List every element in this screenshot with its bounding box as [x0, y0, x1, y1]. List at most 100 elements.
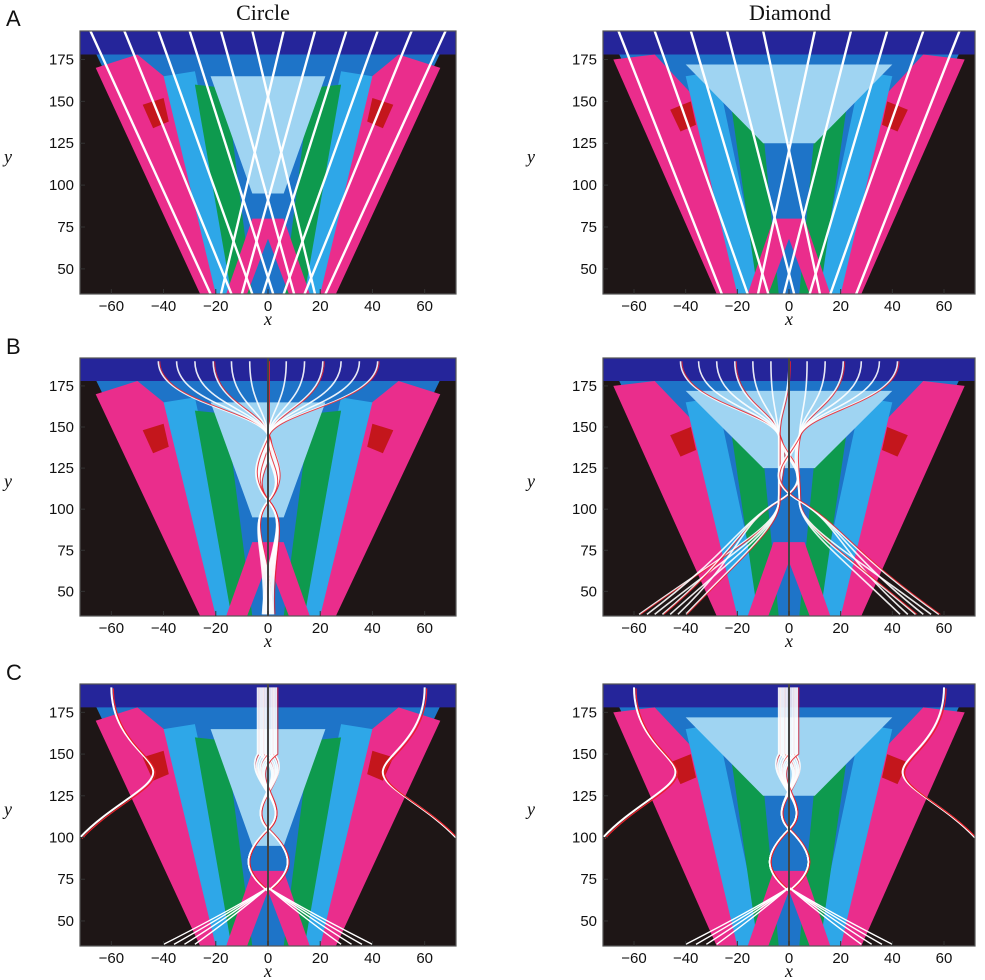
- row-label-c: C: [6, 660, 22, 685]
- y-tick-label: 175: [49, 704, 74, 721]
- region-red-right: [367, 423, 394, 454]
- region-green-left: [727, 729, 779, 946]
- region-green-left: [194, 410, 253, 616]
- x-tick-label: 20: [312, 950, 329, 967]
- trajectory-curve-red: [779, 361, 941, 615]
- x-tick-label: 40: [364, 298, 381, 315]
- x-axis-label: x: [784, 309, 793, 329]
- x-tick-label: 20: [312, 620, 329, 637]
- y-tick-label: 50: [580, 261, 597, 278]
- x-tick-label: 60: [936, 620, 953, 637]
- region-red-left: [670, 101, 696, 132]
- x-axis-label: x: [263, 631, 272, 651]
- region-pale-blue: [210, 76, 326, 194]
- x-tick-label: −60: [621, 298, 646, 315]
- region-red-right: [882, 101, 908, 132]
- column-title-circle: Circle: [236, 0, 290, 25]
- region-lightblue-right: [814, 71, 893, 294]
- y-tick-label: 125: [572, 788, 597, 805]
- trajectory-curve: [259, 687, 289, 892]
- trajectory-curve: [777, 361, 940, 616]
- y-tick-label: 100: [49, 501, 74, 518]
- region-green-right: [799, 729, 851, 946]
- y-tick-label: 125: [49, 135, 74, 152]
- y-tick-label: 100: [572, 830, 597, 847]
- y-axis-label: y: [2, 147, 12, 167]
- panel-c-circle: −60 −40 −20 0 20 40 60 50 75 100 125 150 175 x y: [2, 683, 457, 980]
- trajectory-ray: [761, 31, 822, 294]
- x-tick-label: −20: [203, 950, 228, 967]
- x-tick-label: −20: [203, 620, 228, 637]
- region-pink-center: [747, 870, 831, 946]
- y-tick-label: 50: [580, 913, 597, 930]
- x-tick-label: 0: [264, 298, 272, 315]
- region-pink-left: [613, 381, 753, 616]
- panel-b-diamond-plot-area: [603, 358, 975, 616]
- y-axis-label: y: [2, 799, 12, 819]
- region-pink-right: [304, 381, 441, 616]
- x-tick-label: 60: [416, 620, 433, 637]
- trajectory-curve-red: [797, 361, 918, 615]
- region-red-right: [367, 98, 394, 129]
- trajectory-ray: [855, 31, 961, 294]
- y-tick-label: 100: [572, 501, 597, 518]
- y-tick-label: 175: [572, 704, 597, 721]
- x-tick-label: 0: [264, 620, 272, 637]
- region-red-right: [882, 427, 908, 457]
- y-axis-label: y: [525, 147, 535, 167]
- trajectory-lower: [267, 886, 373, 945]
- y-tick-label: 75: [580, 219, 597, 236]
- x-tick-label: 40: [884, 298, 901, 315]
- x-tick-label: 20: [832, 298, 849, 315]
- trajectory-outer: [603, 687, 677, 839]
- region-red-right: [882, 754, 908, 785]
- region-red-left: [142, 750, 169, 781]
- y-tick-label: 50: [57, 583, 74, 600]
- x-tick-label: 0: [785, 620, 793, 637]
- trajectory-ray: [829, 31, 925, 294]
- x-tick-label: −20: [203, 298, 228, 315]
- x-axis-label: x: [784, 631, 793, 651]
- x-tick-label: 0: [785, 298, 793, 315]
- x-tick-label: −40: [673, 620, 698, 637]
- x-tick-label: −20: [725, 950, 750, 967]
- x-tick-label: −60: [99, 298, 124, 315]
- trajectory-ray: [123, 31, 233, 294]
- region-pink-right: [825, 707, 965, 946]
- region-green-left: [194, 84, 253, 294]
- trajectory-ray: [689, 31, 770, 294]
- y-tick-label: 125: [49, 460, 74, 477]
- trajectory-lower: [163, 886, 269, 945]
- region-green-right: [283, 84, 342, 294]
- x-tick-label: 60: [416, 298, 433, 315]
- y-tick-label: 150: [572, 746, 597, 763]
- x-tick-label: 40: [884, 620, 901, 637]
- panel-a-circle: −60 −40 −20 0 20 40 60 50 75 100 125 150 175 x y: [2, 30, 457, 329]
- y-tick-label: 75: [57, 542, 74, 559]
- trajectory-ray: [219, 31, 285, 294]
- y-tick-label: 175: [572, 378, 597, 395]
- y-tick-label: 175: [49, 51, 74, 68]
- x-tick-label: −40: [673, 298, 698, 315]
- trajectory-ray: [725, 31, 796, 294]
- trajectory-ray: [653, 31, 749, 294]
- region-lightblue-left: [685, 71, 764, 294]
- panel-a-diamond: −60 −40 −20 0 20 40 60 50 75 100 125 150 175 x y: [525, 30, 976, 329]
- y-tick-label: 50: [57, 261, 74, 278]
- x-axis-label: x: [263, 961, 272, 980]
- trajectory-ray: [157, 31, 254, 294]
- x-tick-label: −60: [621, 620, 646, 637]
- y-tick-label: 150: [572, 419, 597, 436]
- panel-c-circle-plot-area: [80, 684, 456, 946]
- region-top-band: [80, 31, 456, 55]
- y-tick-label: 50: [580, 583, 597, 600]
- x-tick-label: 60: [936, 950, 953, 967]
- trajectory-curve-red: [260, 361, 325, 615]
- trajectory-ray: [188, 31, 275, 294]
- x-tick-label: −20: [725, 298, 750, 315]
- trajectory-outer-red: [904, 688, 975, 838]
- x-tick-label: −40: [151, 950, 176, 967]
- region-lightblue-left: [685, 724, 764, 946]
- trajectory-ray: [808, 31, 889, 294]
- trajectory-lower: [685, 886, 790, 945]
